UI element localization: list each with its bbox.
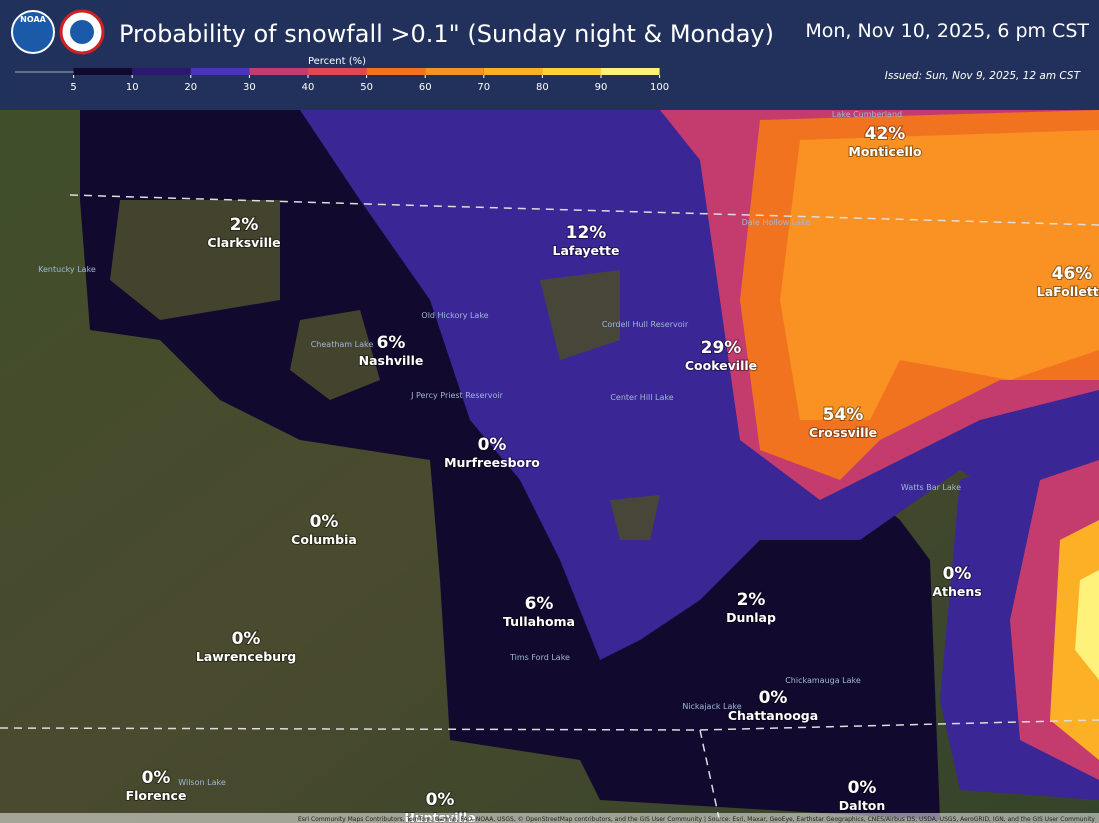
city-name: Florence [126, 788, 187, 803]
city-percent: 6% [377, 333, 406, 353]
city-percent: 29% [701, 338, 742, 358]
city-name: Cookeville [685, 358, 757, 373]
legend-tick-label: 100 [650, 82, 669, 93]
legend-swatch [425, 68, 484, 75]
issued: Issued: Sun, Nov 9, 2025, 12 am CST [885, 70, 1082, 82]
lake-label: Nickajack Lake [682, 702, 741, 711]
legend-tick-label: 80 [536, 82, 549, 93]
legend-swatch [601, 68, 660, 75]
city-percent: 0% [848, 778, 877, 798]
lake-label: Dale Hollow Lake [742, 218, 811, 227]
legend-swatch [483, 68, 543, 75]
city-percent: 0% [759, 688, 788, 708]
city-percent: 2% [737, 590, 766, 610]
noaa-logo [11, 10, 55, 54]
city-percent: 54% [823, 405, 864, 425]
city-name: Chattanooga [728, 708, 818, 723]
legend-swatch [249, 68, 308, 75]
city-percent: 0% [478, 435, 507, 455]
nws-logo-inner [70, 20, 94, 44]
city-percent: 0% [142, 768, 171, 788]
legend-tick-label: 20 [184, 82, 197, 93]
lake-label: Wilson Lake [178, 778, 226, 787]
city-name: Monticello [848, 144, 922, 159]
title: Probability of snowfall >0.1" (Sunday ni… [119, 20, 774, 48]
city-percent: 0% [943, 564, 972, 584]
city-name: Lafayette [553, 243, 620, 258]
lake-label: Center Hill Lake [610, 393, 673, 402]
legend-swatch [132, 68, 191, 75]
lake-label: Cheatham Lake [311, 340, 374, 349]
attribution-band [0, 813, 1099, 823]
lake-label: Cordell Hull Reservoir [602, 320, 689, 329]
lake-label: Chickamauga Lake [785, 676, 861, 685]
lake-label: J Percy Priest Reservoir [410, 391, 503, 400]
header-band [0, 0, 1099, 110]
legend-tick-label: 50 [360, 82, 373, 93]
legend-tick-label: 60 [419, 82, 432, 93]
legend-tick-label: 70 [477, 82, 490, 93]
valid-time: Mon, Nov 10, 2025, 6 pm CST [805, 20, 1089, 42]
city-percent: 0% [232, 629, 261, 649]
city-name: Crossville [809, 425, 877, 440]
legend-tick-label: 40 [302, 82, 315, 93]
legend-swatch [308, 68, 367, 75]
city-percent: 6% [525, 594, 554, 614]
city-name: Murfreesboro [444, 455, 540, 470]
logo-text: NOAA [20, 15, 46, 24]
city-percent: 12% [566, 223, 607, 243]
lake-label: Lake Cumberland [832, 110, 902, 119]
legend-tick-label: 30 [243, 82, 256, 93]
lake-label: Kentucky Lake [38, 265, 96, 274]
probability-shading [80, 110, 1099, 820]
lake-label: Old Hickory Lake [421, 311, 488, 320]
lake-label: Tims Ford Lake [509, 653, 570, 662]
legend-tick-label: 5 [70, 82, 76, 93]
legend-swatch [366, 68, 426, 75]
city-name: Dunlap [726, 610, 776, 625]
city-percent: 0% [310, 512, 339, 532]
legend-title: Percent (%) [308, 56, 366, 67]
city-name: Tullahoma [503, 614, 575, 629]
city-percent: 0% [426, 790, 455, 810]
lake-label: Watts Bar Lake [901, 483, 961, 492]
city-name: Dalton [839, 798, 886, 813]
legend-swatch [73, 68, 133, 75]
city-name: Columbia [291, 532, 357, 547]
city-name: Athens [932, 584, 981, 599]
legend-tick-label: 10 [126, 82, 139, 93]
attribution: Esri Community Maps Contributors, TomTom… [298, 816, 1095, 823]
legend-swatch [190, 68, 250, 75]
city-name: Nashville [359, 353, 424, 368]
city-name: Clarksville [207, 235, 280, 250]
city-name: LaFollette [1037, 284, 1099, 299]
city-percent: 2% [230, 215, 259, 235]
city-percent: 46% [1052, 264, 1093, 284]
city-percent: 42% [865, 124, 906, 144]
city-name: Lawrenceburg [196, 649, 296, 664]
legend-swatch [542, 68, 601, 75]
legend-tick-label: 90 [595, 82, 608, 93]
state-border [0, 719, 1099, 823]
